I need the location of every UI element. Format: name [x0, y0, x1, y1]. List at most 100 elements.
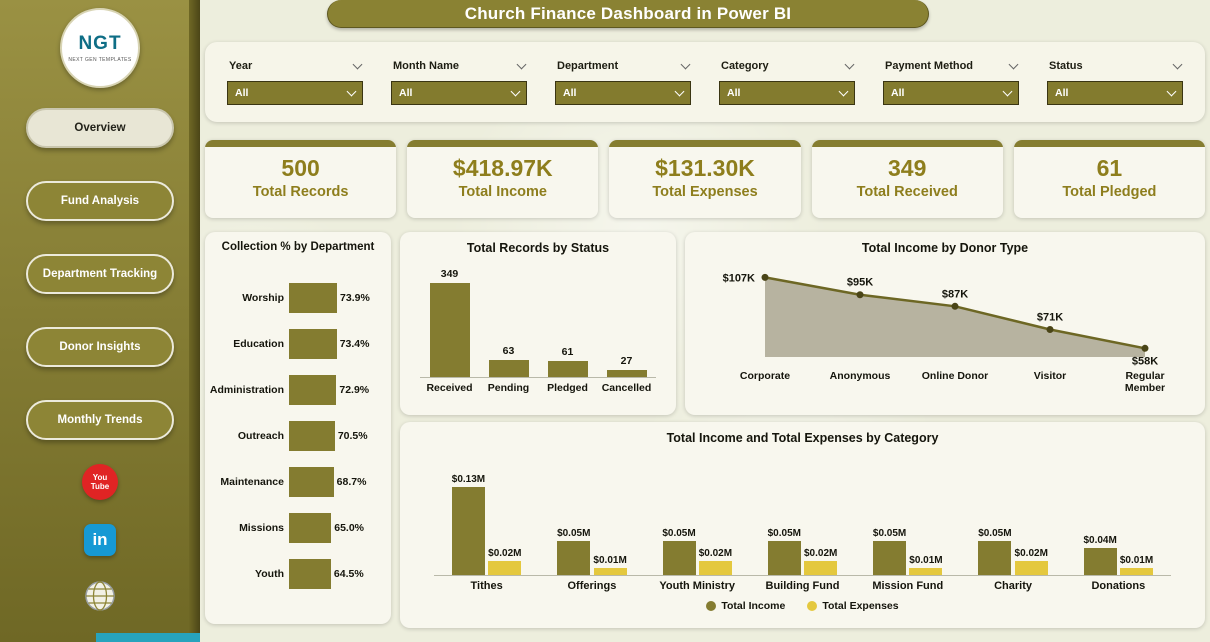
bar-total-expenses-mission-fund[interactable]	[909, 568, 942, 575]
bar-pending[interactable]	[489, 360, 529, 377]
legend-total-expenses[interactable]: Total Expenses	[807, 600, 898, 612]
bar-wrap: $0.05M	[978, 528, 1011, 575]
data-point-visitor[interactable]	[1047, 326, 1054, 333]
sidebar-item-fund-analysis[interactable]: Fund Analysis	[26, 181, 174, 221]
bar-education[interactable]	[289, 329, 337, 359]
kpi-label: Total Records	[205, 184, 396, 200]
bar-pledged[interactable]	[548, 361, 588, 377]
category-label: Youth	[205, 568, 289, 580]
category-label: Mission Fund	[855, 580, 960, 592]
kpi-total-received: 349Total Received	[812, 140, 1003, 218]
bar-total-income-youth-ministry[interactable]	[663, 541, 696, 575]
status-bar-column: 27	[597, 355, 656, 377]
page-title-text: Church Finance Dashboard in Power BI	[465, 4, 791, 24]
filter-month-name-dropdown[interactable]: All	[391, 81, 527, 105]
value-label: 65.0%	[334, 522, 364, 534]
dept-chart-rows: Worship73.9%Education73.4%Administration…	[205, 275, 391, 597]
filter-payment-method-dropdown[interactable]: All	[883, 81, 1019, 105]
category-label: Maintenance	[205, 476, 289, 488]
category-label: Pledged	[538, 382, 597, 394]
youtube-label: Tube	[91, 482, 110, 491]
bar-missions[interactable]	[289, 513, 331, 543]
bar-administration[interactable]	[289, 375, 336, 405]
bar-total-income-charity[interactable]	[978, 541, 1011, 575]
bar-worship[interactable]	[289, 283, 337, 313]
category-label: Building Fund	[750, 580, 855, 592]
value-label: $0.01M	[909, 555, 942, 566]
bar-youth[interactable]	[289, 559, 331, 589]
category-label: Worship	[205, 292, 289, 304]
status-bar-column: 349	[420, 268, 479, 377]
data-point-corporate[interactable]	[762, 274, 769, 281]
bar-total-income-offerings[interactable]	[557, 541, 590, 575]
globe-icon[interactable]	[84, 580, 116, 612]
sidebar-item-monthly-trends[interactable]: Monthly Trends	[26, 400, 174, 440]
value-label: $0.02M	[488, 548, 521, 559]
chevron-down-icon	[353, 60, 363, 70]
donor-chart-plot: $107KCorporate$95KAnonymous$87KOnline Do…	[685, 257, 1205, 407]
filter-selected-value: All	[1055, 87, 1068, 99]
data-point-anonymous[interactable]	[857, 291, 864, 298]
youtube-icon[interactable]: You Tube	[82, 464, 118, 500]
filter-selected-value: All	[399, 87, 412, 99]
value-label: $0.05M	[978, 528, 1011, 539]
category-label: Anonymous	[830, 370, 891, 382]
legend-total-income[interactable]: Total Income	[706, 600, 785, 612]
filter-header: Month Name	[391, 60, 527, 72]
kpi-total-income: $418.97KTotal Income	[407, 140, 598, 218]
bar-outreach[interactable]	[289, 421, 335, 451]
category-label: RegularMember	[1125, 370, 1165, 394]
value-label: 27	[621, 355, 633, 367]
dept-bar-row: Missions65.0%	[205, 505, 391, 551]
chevron-down-icon	[839, 86, 849, 96]
bar-maintenance[interactable]	[289, 467, 334, 497]
value-label: 64.5%	[334, 568, 364, 580]
bar-total-income-mission-fund[interactable]	[873, 541, 906, 575]
filter-category-dropdown[interactable]: All	[719, 81, 855, 105]
bar-total-income-tithes[interactable]	[452, 487, 485, 575]
bar-total-expenses-donations[interactable]	[1120, 568, 1153, 575]
chevron-down-icon	[517, 60, 527, 70]
value-label: $0.05M	[662, 528, 695, 539]
filter-department-dropdown[interactable]: All	[555, 81, 691, 105]
kpi-accent-bar	[205, 140, 396, 147]
bar-total-expenses-building-fund[interactable]	[804, 561, 837, 575]
kpi-accent-bar	[1014, 140, 1205, 147]
sidebar-item-overview[interactable]: Overview	[26, 108, 174, 148]
bar-total-income-building-fund[interactable]	[768, 541, 801, 575]
legend-dot	[807, 601, 817, 611]
sidebar-item-department-tracking[interactable]: Department Tracking	[26, 254, 174, 294]
bar-total-income-donations[interactable]	[1084, 548, 1117, 575]
chevron-down-icon	[845, 60, 855, 70]
dept-bar-row: Outreach70.5%	[205, 413, 391, 459]
ngt-logo: NGT NEXT GEN TEMPLATES	[60, 8, 140, 88]
sidebar-item-donor-insights[interactable]: Donor Insights	[26, 327, 174, 367]
bar-wrap: $0.01M	[1120, 555, 1153, 575]
bar-wrap: $0.02M	[804, 548, 837, 575]
chart-title: Collection % by Department	[205, 232, 391, 253]
bar-total-expenses-offerings[interactable]	[594, 568, 627, 575]
data-point-online-donor[interactable]	[952, 303, 959, 310]
category-chart-card: Total Income and Total Expenses by Categ…	[400, 422, 1205, 628]
filter-status-dropdown[interactable]: All	[1047, 81, 1183, 105]
bar-total-expenses-tithes[interactable]	[488, 561, 521, 575]
filter-selected-value: All	[235, 87, 248, 99]
chevron-down-icon	[1173, 60, 1183, 70]
chevron-down-icon	[681, 60, 691, 70]
bar-cancelled[interactable]	[607, 370, 647, 377]
bar-total-expenses-youth-ministry[interactable]	[699, 561, 732, 575]
bar-total-expenses-charity[interactable]	[1015, 561, 1048, 575]
filter-year-dropdown[interactable]: All	[227, 81, 363, 105]
bar-received[interactable]	[430, 283, 470, 377]
category-label: Outreach	[205, 430, 289, 442]
chart-legend: Total Income Total Expenses	[400, 600, 1205, 612]
linkedin-icon[interactable]: in	[84, 524, 116, 556]
logo-subtext: NEXT GEN TEMPLATES	[68, 57, 131, 63]
category-label: Charity	[960, 580, 1065, 592]
category-chart-plot: $0.13M$0.02M$0.05M$0.01M$0.05M$0.02M$0.0…	[434, 447, 1171, 576]
category-label: Corporate	[740, 370, 790, 382]
kpi-label: Total Pledged	[1014, 184, 1205, 200]
kpi-total-pledged: 61Total Pledged	[1014, 140, 1205, 218]
value-label: $0.01M	[1120, 555, 1153, 566]
data-point-regular-member[interactable]	[1142, 345, 1149, 352]
